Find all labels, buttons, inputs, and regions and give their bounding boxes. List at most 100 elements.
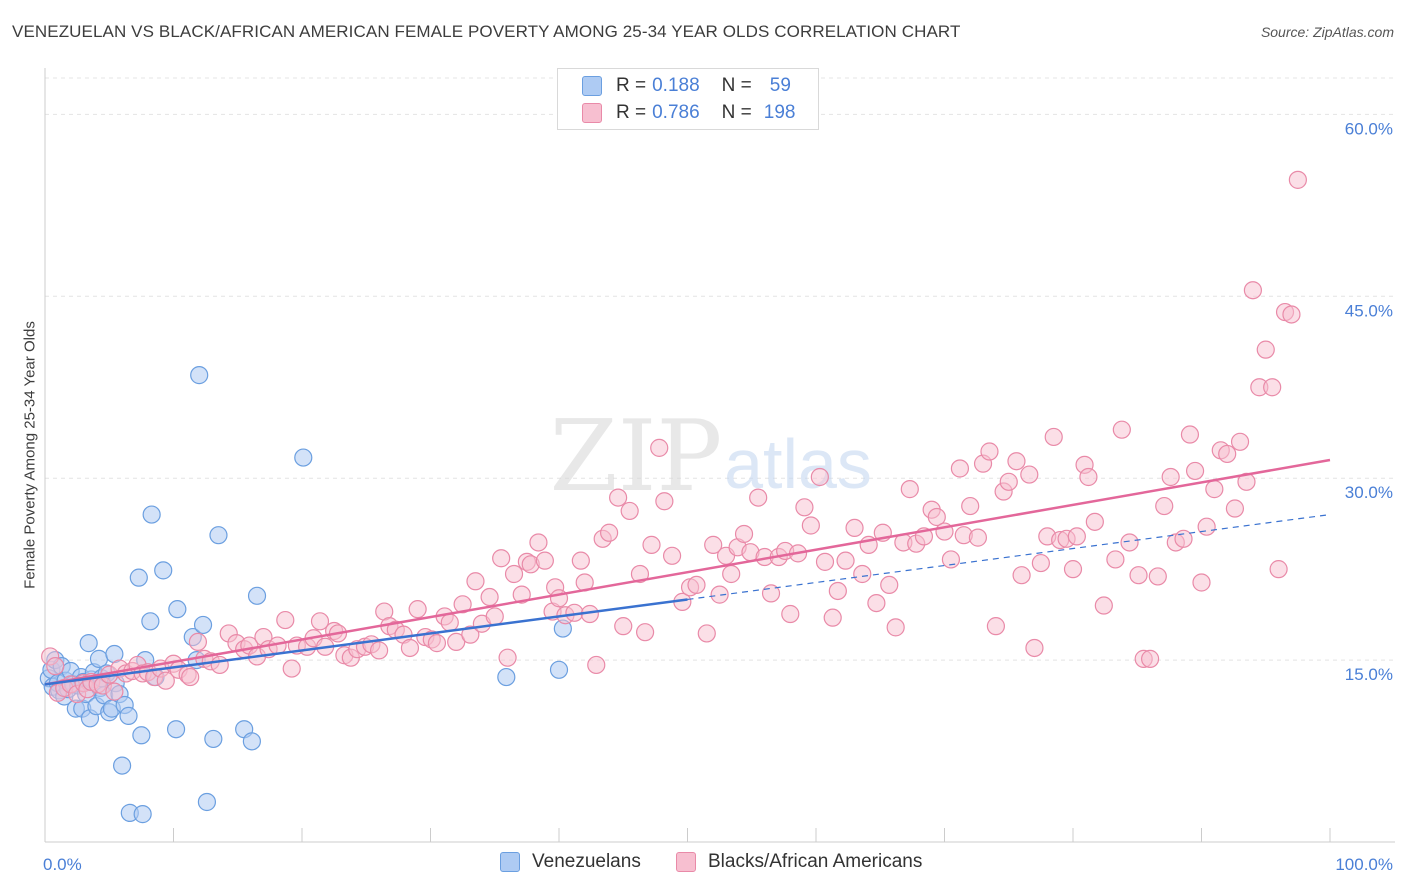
venezuelan-point	[204, 729, 223, 749]
black-point	[504, 564, 524, 584]
black-point	[697, 624, 716, 643]
black-point	[1155, 496, 1174, 516]
black-point	[498, 648, 517, 667]
venezuelan-point	[242, 732, 261, 751]
black-point	[310, 612, 330, 631]
black-point	[1263, 378, 1282, 397]
black-point	[980, 442, 999, 461]
venezuelan-point	[112, 756, 132, 775]
black-point	[1288, 170, 1307, 189]
black-point	[571, 551, 590, 570]
black-point	[427, 634, 447, 653]
black-point	[1230, 432, 1250, 451]
legend-n-value: 198	[763, 102, 796, 123]
black-point	[1012, 566, 1031, 585]
venezuelan-point	[193, 615, 213, 635]
watermark-zip: ZIP	[550, 400, 723, 514]
tick-labels: 15.0% 30.0% 45.0% 60.0% 0.0% 100.0%	[43, 119, 1393, 874]
black-point	[512, 585, 531, 604]
black-point	[1112, 420, 1131, 439]
black-point	[1243, 281, 1263, 300]
black-point	[1020, 465, 1039, 484]
black-point	[1269, 560, 1288, 579]
black-point	[105, 682, 124, 701]
venezuelan-point	[209, 526, 228, 545]
black-point	[749, 488, 768, 507]
black-point	[1120, 533, 1139, 552]
series-label-blacks: Blacks/African Americans	[708, 851, 923, 872]
black-point	[282, 659, 301, 678]
venezuelan-point	[129, 568, 148, 587]
black-point	[529, 533, 548, 552]
series-legend-venezuelans: Venezuelans	[500, 851, 641, 873]
black-trend-line	[44, 458, 1331, 686]
black-point	[1256, 340, 1275, 359]
trend-lines	[44, 458, 1331, 686]
legend-r-value: 0.786	[652, 102, 700, 123]
black-point	[549, 589, 569, 608]
black-point	[828, 581, 847, 601]
black-point	[795, 498, 814, 517]
black-point	[1063, 560, 1083, 579]
chart-title: VENEZUELAN VS BLACK/AFRICAN AMERICAN FEM…	[12, 22, 961, 41]
venezuelan-point	[154, 561, 173, 580]
venezuelan-point	[79, 634, 98, 653]
gridlines	[45, 77, 1395, 661]
x-tick-label: 0.0%	[43, 855, 82, 874]
y-tick-label: 60.0%	[1345, 119, 1393, 138]
black-point	[1197, 517, 1216, 536]
black-point	[156, 671, 175, 690]
black-point	[781, 604, 800, 624]
black-point	[1205, 480, 1224, 499]
y-tick-label: 45.0%	[1345, 301, 1393, 320]
black-point	[408, 600, 427, 619]
black-point	[1079, 467, 1098, 487]
venezuelan-point	[247, 586, 267, 605]
black-point	[801, 516, 820, 535]
venezuelan-point	[168, 600, 187, 619]
venezuelan-point	[141, 612, 160, 631]
black-point	[815, 552, 835, 571]
black-point	[710, 585, 729, 604]
black-point	[650, 438, 669, 457]
black-point	[823, 608, 842, 627]
venezuelan-point	[197, 792, 217, 812]
black-point	[535, 551, 554, 570]
series-legend: Venezuelans Blacks/African Americans	[0, 851, 1406, 877]
black-point	[492, 549, 511, 568]
black-point	[1044, 427, 1063, 447]
black-point	[635, 623, 655, 642]
black-point	[927, 507, 946, 527]
series-swatch-venezuelans	[500, 852, 520, 872]
venezuelan-point	[190, 366, 209, 385]
venezuelan-trend-line	[44, 598, 688, 686]
black-point	[845, 518, 864, 538]
y-tick-label: 15.0%	[1345, 665, 1393, 684]
legend-n-value: 59	[769, 75, 791, 96]
black-point	[1225, 499, 1245, 518]
legend-r-label: R =	[616, 102, 647, 123]
black-point	[961, 496, 980, 516]
venezuelan-trend-extension	[687, 513, 1331, 601]
black-point	[1180, 425, 1200, 444]
black-point	[466, 572, 485, 591]
black-point	[900, 480, 919, 499]
black-point	[46, 657, 65, 676]
series-legend-blacks: Blacks/African Americans	[676, 851, 922, 873]
black-point	[999, 472, 1018, 491]
black-point	[1129, 566, 1148, 585]
venezuelan-point	[119, 706, 138, 725]
black-point	[836, 551, 855, 570]
black-point	[400, 638, 420, 658]
black-point	[587, 655, 606, 675]
venezuelan-point	[132, 726, 151, 745]
black-point	[1106, 550, 1125, 569]
black-point	[1025, 638, 1044, 658]
venezuelan-point	[166, 720, 186, 739]
black-point	[181, 667, 200, 687]
watermark-atlas: atlas	[724, 425, 872, 503]
black-point	[886, 618, 905, 637]
black-point	[1148, 567, 1167, 586]
watermark: ZIP atlas	[550, 400, 872, 514]
black-point	[1192, 573, 1211, 592]
